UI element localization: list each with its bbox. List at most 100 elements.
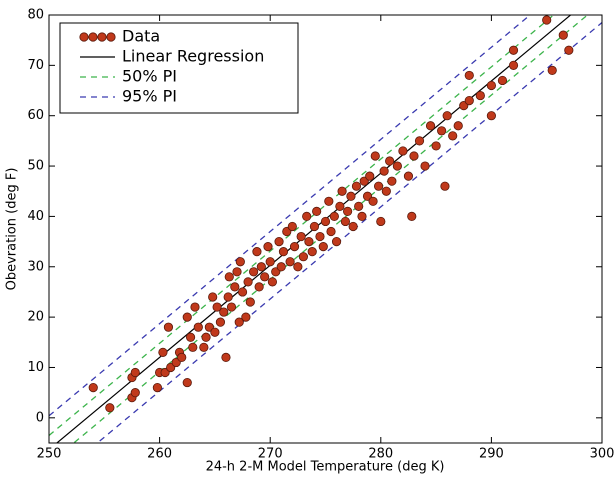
data-point [285, 257, 295, 267]
interval-upper [49, 15, 532, 417]
y-tick-label: 60 [27, 108, 44, 123]
data-point [302, 211, 312, 222]
data-point [249, 267, 259, 277]
legend-label: Linear Regression [122, 47, 264, 66]
data-point [263, 242, 273, 252]
legend-box [59, 22, 299, 114]
y-tick-label: 80 [27, 8, 44, 23]
legend-label: 95% PI [122, 87, 177, 106]
data-point [376, 216, 386, 227]
data-point [326, 226, 336, 237]
data-point [403, 171, 414, 181]
data-point [486, 80, 496, 91]
plot-frame [48, 14, 603, 444]
data-point [508, 45, 519, 55]
data-point [486, 111, 496, 121]
data-point [354, 201, 364, 211]
data-point [448, 131, 458, 141]
data-point [267, 277, 278, 287]
data-point [182, 377, 192, 388]
data-point [260, 272, 270, 282]
data-point [547, 65, 557, 75]
data-point [234, 317, 244, 327]
data-point [226, 302, 237, 312]
data-point [440, 181, 450, 191]
data-point [235, 257, 245, 267]
y-tick-label: 50 [27, 159, 44, 174]
data-point [185, 332, 196, 342]
data-point [318, 242, 328, 252]
data-point [276, 262, 286, 272]
legend-marker [106, 32, 116, 42]
data-point [105, 403, 115, 413]
data-point [329, 211, 339, 222]
data-point [407, 211, 417, 222]
data-point [370, 151, 380, 161]
data-point [414, 136, 425, 146]
legend-label: 50% PI [122, 67, 177, 86]
data-point [368, 196, 378, 206]
interval-lower [72, 15, 589, 443]
data-point [219, 307, 229, 317]
data-point [379, 166, 389, 176]
y-tick-label: 20 [27, 310, 44, 325]
data-point [475, 90, 485, 101]
data-point [558, 30, 568, 40]
data-point [409, 151, 419, 161]
data-point [210, 327, 220, 337]
data-point [293, 262, 303, 272]
data-point [298, 252, 308, 262]
data-point [265, 257, 275, 267]
data-point [215, 317, 226, 327]
data-point [508, 60, 519, 70]
points-layer [88, 15, 574, 413]
data-point [158, 347, 168, 357]
data-point [241, 312, 251, 322]
data-point [188, 342, 198, 352]
data-point [331, 236, 342, 247]
data-point [385, 156, 395, 166]
data-point [312, 206, 322, 216]
data-point [177, 352, 187, 362]
data-point [307, 247, 317, 257]
data-point [237, 287, 248, 297]
data-point [337, 186, 347, 196]
data-point [252, 247, 262, 257]
data-point [420, 161, 430, 171]
data-point [221, 352, 231, 362]
data-point [223, 292, 233, 302]
data-point [343, 206, 353, 216]
x-tick-label: 300 [590, 447, 615, 462]
x-tick-label: 280 [368, 447, 393, 462]
data-point [254, 282, 264, 292]
data-point [431, 141, 441, 151]
data-point [230, 282, 240, 292]
data-point [340, 216, 351, 227]
data-point [351, 181, 362, 191]
data-point [425, 121, 436, 131]
y-tick-label: 0 [36, 410, 44, 425]
data-point [274, 236, 284, 247]
data-point [208, 292, 218, 302]
data-point [193, 322, 203, 332]
data-point [296, 231, 306, 242]
data-point [335, 201, 345, 211]
legend-marker [88, 32, 98, 42]
y-tick-label: 10 [27, 360, 44, 375]
data-point [373, 181, 384, 191]
data-point [182, 312, 192, 322]
interval-lower [96, 22, 602, 443]
data-point [289, 242, 300, 252]
data-point [464, 70, 474, 81]
x-tick-label: 260 [147, 447, 172, 462]
data-point [309, 221, 320, 232]
data-point [464, 96, 474, 106]
data-point [357, 211, 367, 222]
data-point [437, 126, 447, 136]
data-point [88, 383, 98, 393]
data-point [199, 342, 209, 352]
data-point [256, 262, 266, 272]
data-point [304, 236, 314, 247]
data-point [564, 45, 574, 55]
data-point [287, 221, 297, 232]
